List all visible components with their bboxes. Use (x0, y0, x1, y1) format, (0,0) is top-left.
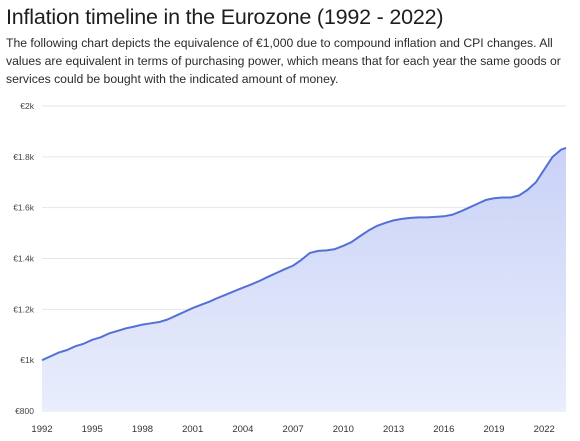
x-axis-ticks: 1992 1995 1998 2001 2004 2007 2010 2013 2016 2019… (31, 424, 554, 435)
y-tick-label: €1.2k (13, 304, 35, 314)
chart-header: Inflation timeline in the Eurozone (1992… (6, 4, 578, 88)
y-tick-label: €2k (20, 101, 34, 111)
x-tick-label: 2016 (433, 424, 454, 435)
x-tick-label: 2013 (383, 424, 404, 435)
y-axis-ticks: €2k €1.8k €1.6k €1.4k €1.2k €1k €800 (13, 101, 35, 416)
y-tick-label: €1.6k (13, 203, 35, 213)
y-tick-label: €1.4k (13, 254, 35, 264)
y-tick-label: €800 (15, 406, 34, 416)
x-tick-label: 2010 (333, 424, 354, 435)
x-tick-label: 2001 (182, 424, 203, 435)
area-fill-layer (42, 147, 566, 411)
x-tick-label: 1992 (31, 424, 52, 435)
series-area (42, 147, 566, 411)
x-tick-label: 1998 (132, 424, 153, 435)
x-tick-label: 2007 (283, 424, 304, 435)
y-tick-label: €1.8k (13, 152, 35, 162)
chart-title: Inflation timeline in the Eurozone (1992… (6, 5, 444, 29)
series-line (41, 146, 567, 362)
chart-subtitle: The following chart depicts the equivale… (6, 36, 561, 86)
series-line-layer (41, 146, 567, 362)
x-tick-label: 2019 (483, 424, 504, 435)
x-tick-label: 2004 (232, 424, 253, 435)
y-tick-label: €1k (20, 355, 34, 365)
x-tick-label: 1995 (82, 424, 103, 435)
x-tick-label: 2022 (534, 424, 555, 435)
